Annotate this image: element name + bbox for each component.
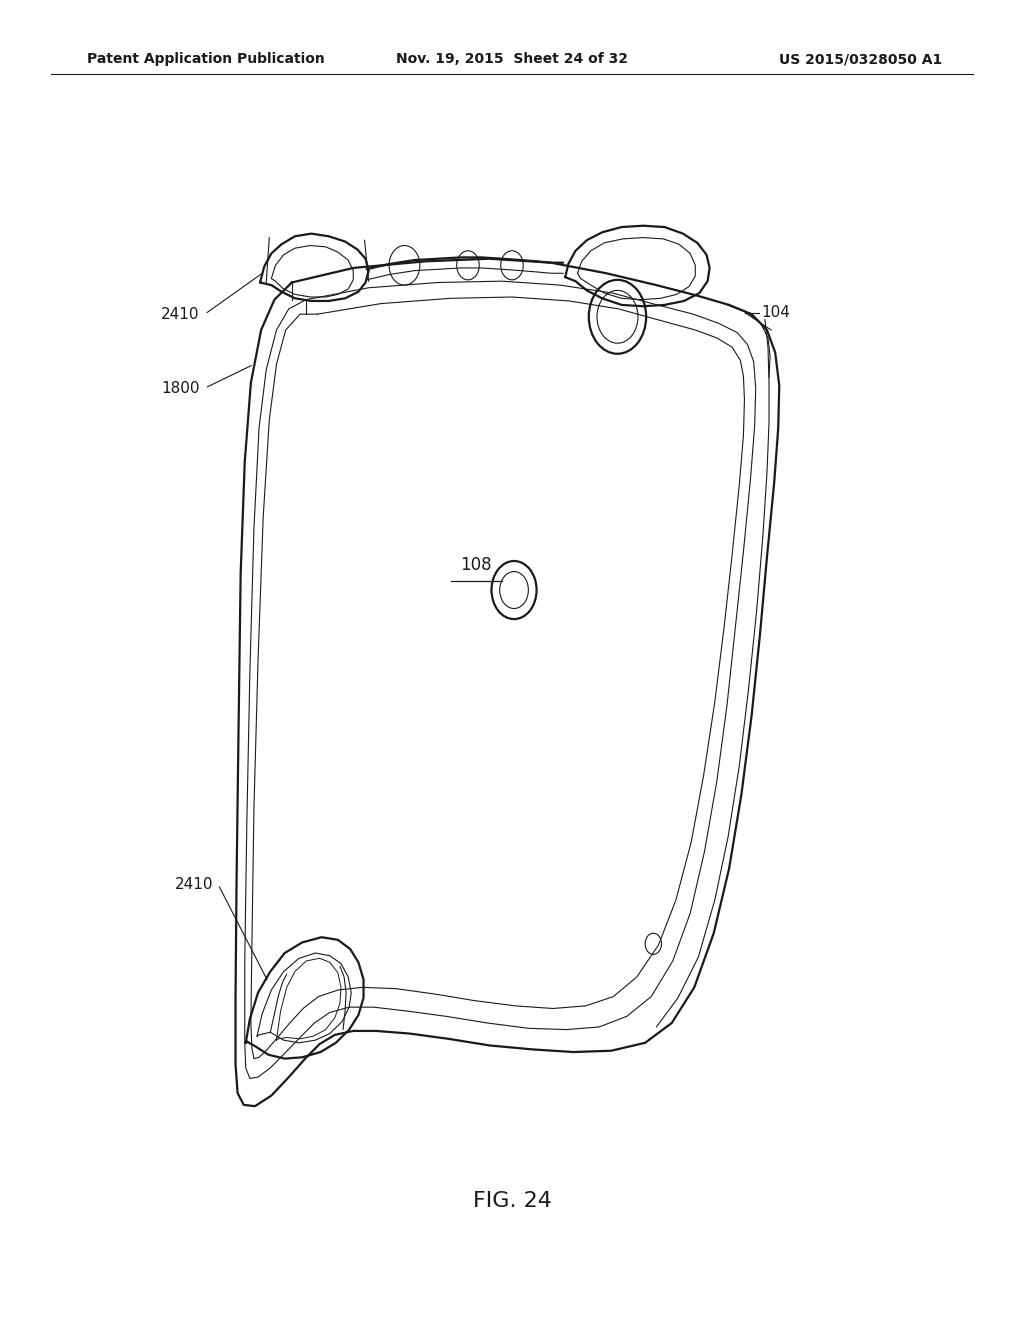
Text: US 2015/0328050 A1: US 2015/0328050 A1: [779, 53, 942, 66]
Text: 104: 104: [761, 305, 790, 321]
Text: Patent Application Publication: Patent Application Publication: [87, 53, 325, 66]
Text: Nov. 19, 2015  Sheet 24 of 32: Nov. 19, 2015 Sheet 24 of 32: [396, 53, 628, 66]
Text: 2410: 2410: [174, 876, 213, 892]
Text: 108: 108: [461, 556, 492, 574]
Text: 2410: 2410: [161, 306, 200, 322]
Text: 1800: 1800: [161, 380, 200, 396]
Text: FIG. 24: FIG. 24: [472, 1191, 552, 1212]
